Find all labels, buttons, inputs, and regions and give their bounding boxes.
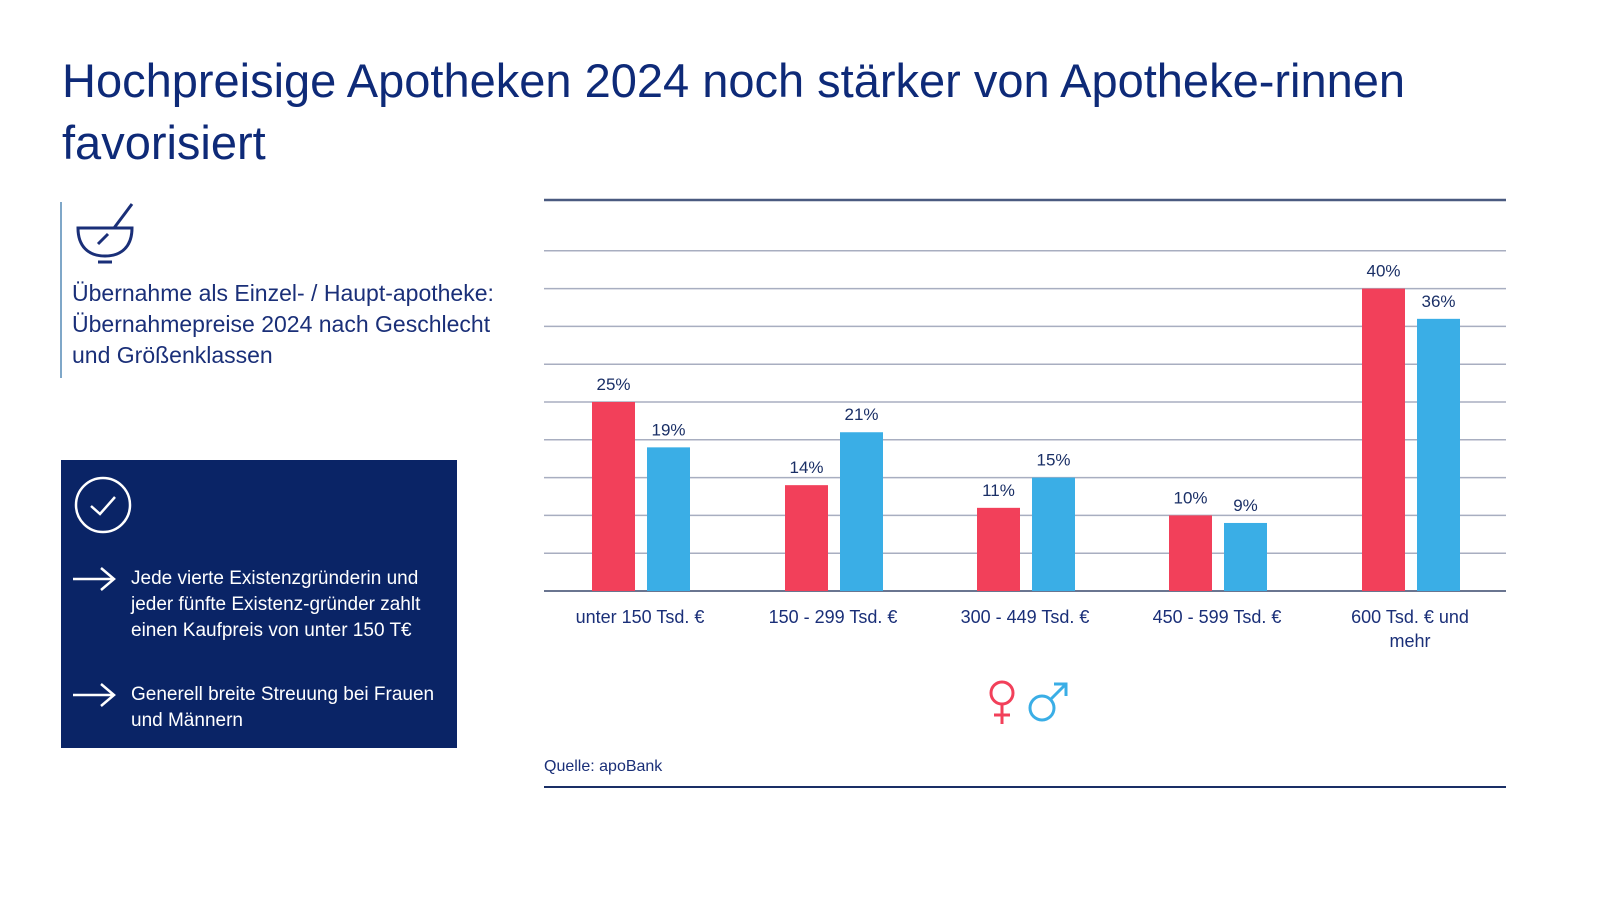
data-label: 9%	[1233, 496, 1258, 515]
page-title: Hochpreisige Apotheken 2024 noch stärker…	[62, 54, 1406, 169]
finding-text: Generell breite Streuung bei Frauen und …	[131, 684, 435, 731]
data-label: 40%	[1366, 262, 1400, 281]
data-label: 21%	[844, 405, 878, 424]
data-label: 25%	[596, 375, 630, 394]
bar	[1169, 515, 1212, 591]
info-panel	[60, 202, 134, 378]
data-label: 10%	[1173, 488, 1207, 507]
bar	[592, 402, 635, 591]
male-symbol-icon	[1028, 682, 1068, 722]
bar	[840, 432, 883, 591]
female-symbol-icon	[989, 680, 1015, 724]
chart-description: Übernahme als Einzel- / Haupt-apotheke: …	[72, 280, 494, 368]
data-label: 11%	[982, 481, 1015, 500]
data-label: 14%	[789, 458, 823, 477]
data-label: 15%	[1036, 451, 1070, 470]
mortar-pestle-icon	[76, 203, 134, 264]
category-label: 150 - 299 Tsd. €	[768, 607, 898, 627]
bar	[977, 507, 1020, 591]
bar	[785, 485, 828, 591]
bar	[1417, 318, 1460, 591]
category-label: unter 150 Tsd. €	[575, 607, 705, 627]
bar	[1224, 522, 1267, 591]
arrow-right-icon	[73, 683, 116, 707]
bar	[1032, 477, 1075, 591]
category-label: 450 - 599 Tsd. €	[1152, 607, 1282, 627]
key-findings-box: Jede vierte Existenzgründerin und jeder …	[61, 460, 457, 748]
data-label: 36%	[1421, 292, 1455, 311]
bar	[1362, 288, 1405, 591]
category-label: 300 - 449 Tsd. €	[960, 607, 1090, 627]
finding-text: Jede vierte Existenzgründerin und jeder …	[131, 568, 421, 641]
check-circle-icon	[74, 476, 132, 534]
arrow-right-icon	[73, 567, 116, 591]
category-label: 600 Tsd. € und mehr	[1351, 607, 1469, 651]
data-label: 19%	[651, 420, 685, 439]
bar	[647, 447, 690, 591]
source-note: Quelle: apoBank	[544, 758, 663, 775]
